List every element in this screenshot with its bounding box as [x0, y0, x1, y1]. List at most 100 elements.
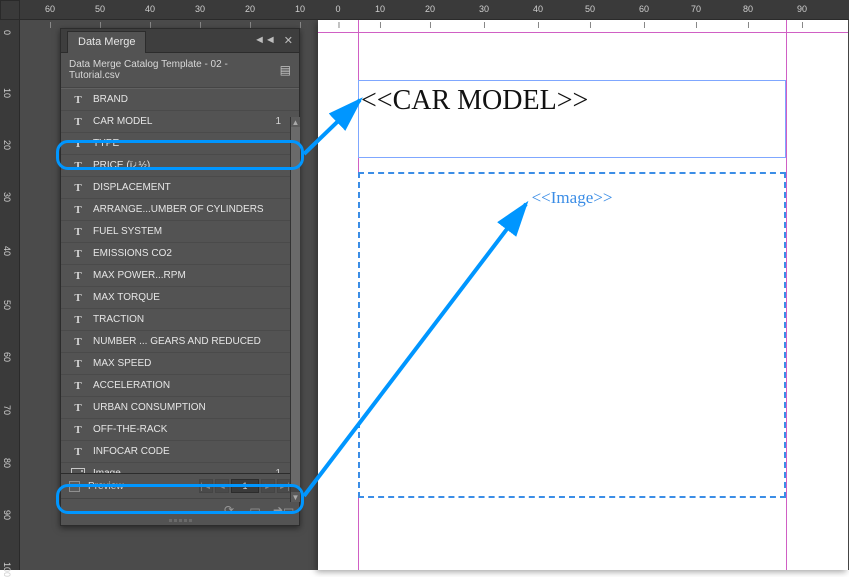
- ruler-tick: 30: [195, 0, 205, 14]
- panel-tab[interactable]: Data Merge: [67, 31, 146, 53]
- ruler-tick: 20: [425, 0, 435, 14]
- field-max-torque[interactable]: TMAX TORQUE: [61, 287, 299, 309]
- field-label: MAX SPEED: [93, 358, 151, 369]
- field-infocar-code[interactable]: T INFOCAR CODE: [61, 441, 299, 463]
- text-field-icon: T: [71, 270, 85, 282]
- text-field-icon: T: [71, 292, 85, 304]
- text-field-icon: T: [71, 336, 85, 348]
- ruler-origin: [0, 0, 20, 20]
- field-type[interactable]: TTYPE: [61, 133, 299, 155]
- text-field-icon: T: [71, 138, 85, 150]
- text-field-icon: T: [71, 94, 85, 106]
- ruler-tick: 40: [145, 0, 155, 14]
- field-label: FUEL SYSTEM: [93, 226, 162, 237]
- field-traction[interactable]: T TRACTION: [61, 309, 299, 331]
- text-field-icon: T: [71, 424, 85, 436]
- field-label: EMISSIONS CO2: [93, 248, 172, 259]
- ruler-tick: 30: [2, 192, 12, 202]
- ruler-tick: 50: [2, 300, 12, 310]
- text-field-icon: T: [71, 116, 85, 128]
- next-record-button[interactable]: ►: [261, 479, 275, 493]
- text-field-icon: T: [71, 380, 85, 392]
- guide-vertical: [786, 20, 787, 570]
- ruler-tick: 0: [2, 30, 12, 35]
- ruler-tick: 50: [95, 0, 105, 14]
- close-icon[interactable]: ✕: [284, 34, 293, 47]
- data-merge-panel: Data Merge ◄◄ ✕ Data Merge Catalog Templ…: [60, 28, 300, 526]
- document-page[interactable]: <<CAR MODEL>> <<Image>>: [318, 20, 848, 570]
- placeholder-image-text: <<Image>>: [532, 188, 613, 208]
- ruler-tick: 30: [479, 0, 489, 14]
- field-displacement[interactable]: TDISPLACEMENT: [61, 177, 299, 199]
- field-count: 1: [275, 116, 281, 127]
- field-label: OFF-THE-RACK: [93, 424, 167, 435]
- ruler-tick: 50: [585, 0, 595, 14]
- field-label: ARRANGE...UMBER OF CYLINDERS: [93, 204, 264, 215]
- field-label: NUMBER ... GEARS AND REDUCED: [93, 336, 261, 347]
- preview-checkbox[interactable]: [69, 481, 80, 492]
- text-field-icon: T: [71, 314, 85, 326]
- field-label: TRACTION: [93, 314, 144, 325]
- text-field-icon: T: [71, 182, 85, 194]
- preview-label: Preview: [88, 481, 124, 492]
- data-source-label: Data Merge Catalog Template - 02 - Tutor…: [69, 59, 280, 81]
- field-label: BRAND: [93, 94, 128, 105]
- field-max-power[interactable]: T MAX POWER...RPM: [61, 265, 299, 287]
- guide-horizontal: [318, 32, 848, 33]
- scroll-down-button[interactable]: ▼: [291, 492, 300, 502]
- ruler-tick: 80: [743, 0, 753, 14]
- text-field-icon: T: [71, 402, 85, 414]
- vertical-ruler: 0 10 20 30 40 50 60 70 80 90 100: [0, 20, 20, 570]
- text-field-icon: T: [71, 248, 85, 260]
- ruler-tick: 10: [2, 88, 12, 98]
- data-source-icon: ▤: [280, 63, 291, 77]
- scroll-thumb[interactable]: [291, 127, 300, 487]
- first-record-button[interactable]: |◄: [199, 479, 213, 493]
- text-field-icon: T: [71, 358, 85, 370]
- create-merged-icon[interactable]: ▭: [247, 503, 263, 519]
- field-label: PRICE (ï¿½): [93, 160, 150, 171]
- refresh-icon[interactable]: ⟳: [221, 503, 237, 519]
- field-label: MAX POWER...RPM: [93, 270, 186, 281]
- field-price[interactable]: T PRICE (ï¿½): [61, 155, 299, 177]
- text-field-icon: T: [71, 226, 85, 238]
- text-frame[interactable]: <<CAR MODEL>>: [358, 80, 786, 158]
- panel-grip[interactable]: [160, 519, 200, 523]
- scroll-up-button[interactable]: ▲: [291, 117, 300, 127]
- field-label: INFOCAR CODE: [93, 446, 170, 457]
- field-label: ACCELERATION: [93, 380, 170, 391]
- record-pager: |◄ ◄ 1 ► ►|: [199, 479, 291, 493]
- panel-scrollbar[interactable]: ▲ ▼: [290, 117, 299, 502]
- ruler-tick: 90: [2, 510, 12, 520]
- collapse-icon[interactable]: ◄◄: [254, 34, 276, 47]
- text-field-icon: T: [71, 160, 85, 172]
- ruler-tick: 20: [2, 140, 12, 150]
- field-acceleration[interactable]: T ACCELERATION: [61, 375, 299, 397]
- ruler-tick: 80: [2, 458, 12, 468]
- data-source-row[interactable]: Data Merge Catalog Template - 02 - Tutor…: [61, 53, 299, 88]
- field-brand[interactable]: T BRAND: [61, 89, 299, 111]
- field-car-model[interactable]: TCAR MODEL1: [61, 111, 299, 133]
- ruler-tick: 10: [295, 0, 305, 14]
- last-record-button[interactable]: ►|: [277, 479, 291, 493]
- field-emissions[interactable]: T EMISSIONS CO2: [61, 243, 299, 265]
- field-label: URBAN CONSUMPTION: [93, 402, 206, 413]
- horizontal-ruler: 60 50 40 30 20 10 0 10 20 30 40 50 60 70…: [20, 0, 849, 20]
- merge-icon[interactable]: ➔▭: [273, 503, 289, 519]
- image-frame[interactable]: <<Image>>: [358, 172, 786, 498]
- field-list: T BRAND TCAR MODEL1 TTYPE T PRICE (ï¿½) TD…: [61, 88, 299, 478]
- text-field-icon: T: [71, 446, 85, 458]
- field-urban-consumption[interactable]: T URBAN CONSUMPTION: [61, 397, 299, 419]
- field-fuel[interactable]: T FUEL SYSTEM: [61, 221, 299, 243]
- panel-header[interactable]: Data Merge ◄◄ ✕: [61, 29, 299, 53]
- ruler-tick: 20: [245, 0, 255, 14]
- ruler-tick: 70: [691, 0, 701, 14]
- record-number[interactable]: 1: [231, 479, 259, 493]
- field-number-gears[interactable]: T NUMBER ... GEARS AND REDUCED: [61, 331, 299, 353]
- field-max-speed[interactable]: T MAX SPEED: [61, 353, 299, 375]
- prev-record-button[interactable]: ◄: [215, 479, 229, 493]
- ruler-tick: 60: [45, 0, 55, 14]
- field-arrange[interactable]: TARRANGE...UMBER OF CYLINDERS: [61, 199, 299, 221]
- panel-footer: Preview |◄ ◄ 1 ► ►| ⟳ ▭ ➔▭: [61, 473, 299, 525]
- field-off-the-rack[interactable]: T OFF-THE-RACK: [61, 419, 299, 441]
